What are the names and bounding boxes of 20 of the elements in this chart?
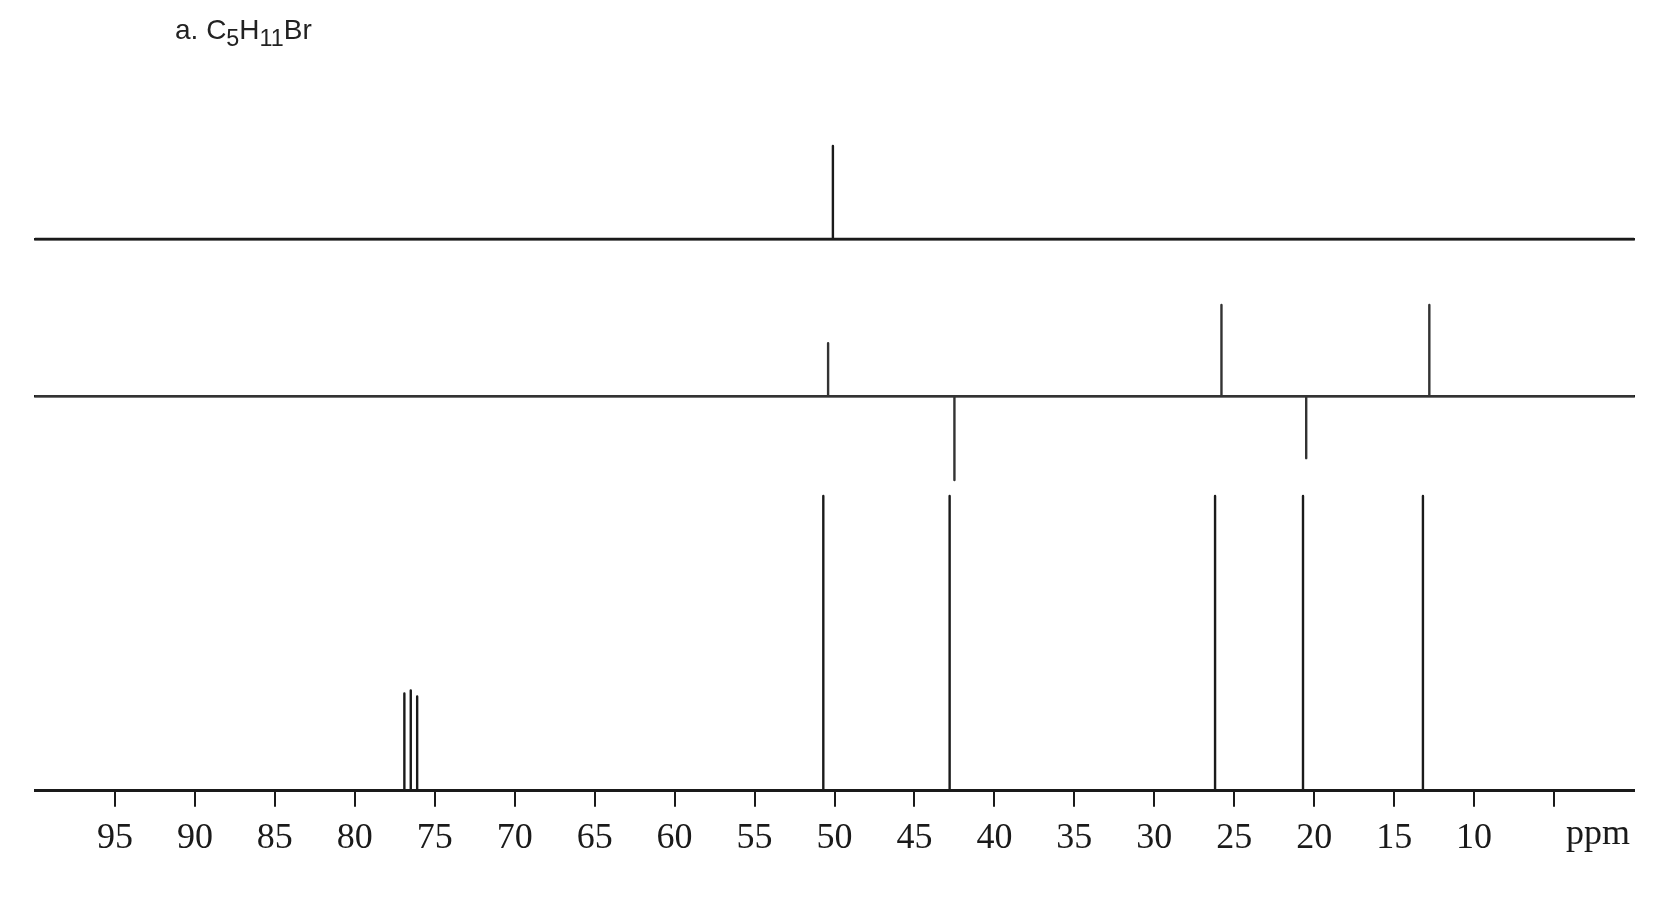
x-tick-label: 45 bbox=[896, 815, 933, 856]
x-tick-label: 70 bbox=[496, 815, 533, 856]
x-tick-label: 30 bbox=[1136, 815, 1173, 856]
chart-title: a. C$_{5}$H$_{11}$Br bbox=[175, 14, 312, 52]
x-tick-label: 80 bbox=[336, 815, 373, 856]
x-axis-title: ppm bbox=[1565, 812, 1630, 853]
x-tick-label: 85 bbox=[256, 815, 293, 856]
x-tick-label: 35 bbox=[1056, 815, 1093, 856]
x-tick-label: 75 bbox=[416, 815, 453, 856]
x-tick-label: 20 bbox=[1296, 815, 1333, 856]
x-tick-label: 60 bbox=[656, 815, 693, 856]
x-tick-label: 40 bbox=[976, 815, 1013, 856]
x-tick-label: 55 bbox=[736, 815, 773, 856]
x-tick-label: 15 bbox=[1376, 815, 1413, 856]
x-tick-label: 50 bbox=[816, 815, 853, 856]
x-tick-label: 90 bbox=[176, 815, 213, 856]
x-tick-label: 25 bbox=[1216, 815, 1253, 856]
x-tick-label: 95 bbox=[96, 815, 133, 856]
x-tick-label: 65 bbox=[576, 815, 613, 856]
x-tick-label: 10 bbox=[1456, 815, 1493, 856]
